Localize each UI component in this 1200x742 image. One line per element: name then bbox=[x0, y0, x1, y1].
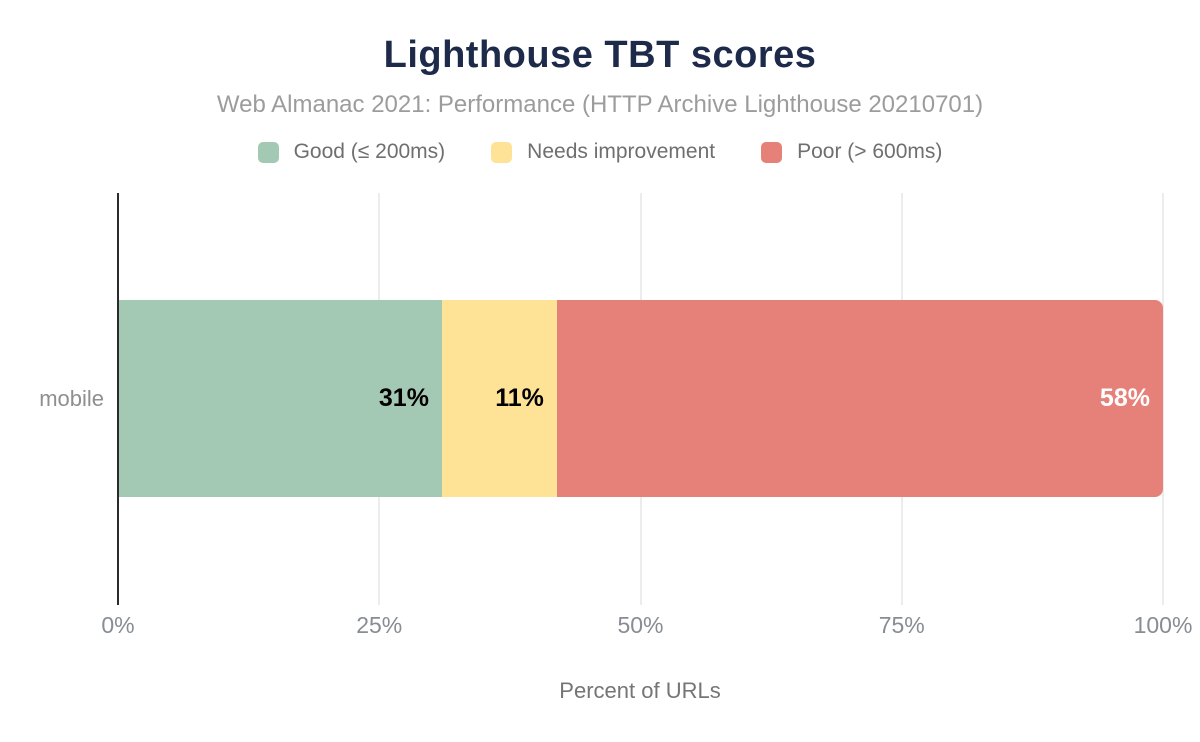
bar-segment: 58% bbox=[556, 300, 1163, 497]
chart-subtitle: Web Almanac 2021: Performance (HTTP Arch… bbox=[216, 91, 984, 118]
category-label-mobile: mobile bbox=[39, 386, 104, 411]
gridline bbox=[1162, 193, 1164, 605]
legend: Good (≤ 200ms) Needs improvement Poor (> 6… bbox=[0, 140, 1200, 164]
bar-data-label: 58% bbox=[1099, 384, 1150, 412]
bar-segment: 11% bbox=[441, 300, 557, 497]
plot-area: 31% 11% 58% bbox=[117, 193, 1164, 605]
x-tick-label: 25% bbox=[356, 612, 403, 638]
bar-row-mobile: 31% 11% 58% bbox=[118, 300, 1163, 497]
legend-label: Good (≤ 200ms) bbox=[293, 140, 446, 163]
chart-title: Lighthouse TBT scores bbox=[383, 34, 817, 76]
bar-data-label: 11% bbox=[495, 384, 544, 412]
legend-item: Needs improvement bbox=[491, 140, 715, 164]
legend-label: Needs improvement bbox=[527, 140, 716, 163]
x-tick-label: 50% bbox=[617, 612, 664, 638]
legend-item: Good (≤ 200ms) bbox=[257, 140, 446, 164]
legend-marker-icon bbox=[257, 141, 279, 163]
x-tick-label: 75% bbox=[878, 612, 925, 638]
y-axis-line bbox=[117, 193, 119, 605]
legend-item: Poor (> 600ms) bbox=[761, 140, 942, 164]
bar-data-label: 31% bbox=[378, 384, 429, 412]
legend-marker-icon bbox=[491, 141, 513, 163]
legend-marker-icon bbox=[761, 141, 783, 163]
x-axis-title: Percent of URLs bbox=[559, 678, 721, 703]
x-tick-label: 100% bbox=[1133, 612, 1193, 638]
bar-segment: 31% bbox=[118, 300, 442, 497]
legend-label: Poor (> 600ms) bbox=[797, 140, 943, 163]
x-tick-label: 0% bbox=[101, 612, 135, 638]
